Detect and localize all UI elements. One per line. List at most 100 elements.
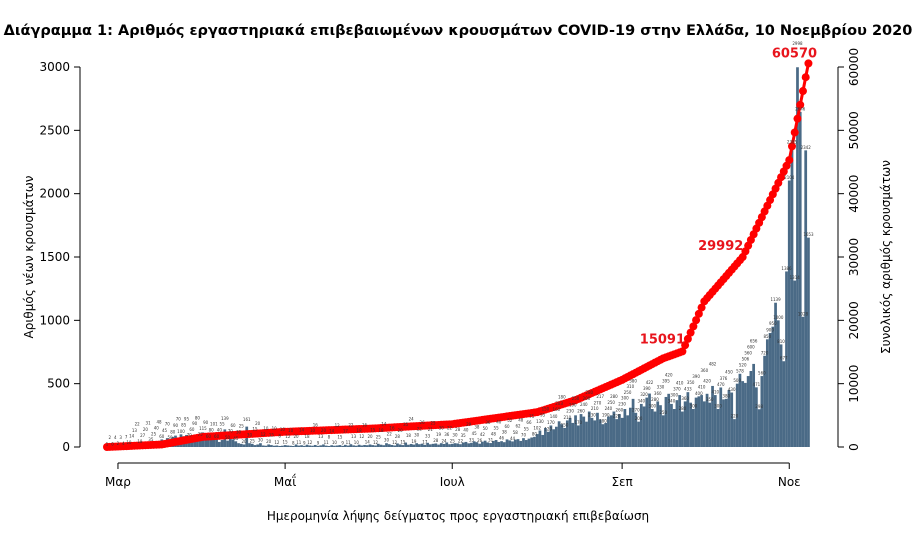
bar-value-label: 4 bbox=[122, 441, 125, 446]
bar bbox=[470, 442, 473, 447]
x-tick-label: Μαΐ bbox=[274, 474, 296, 489]
bar-value-label: 80 bbox=[170, 429, 176, 434]
bar-value-label: 14 bbox=[381, 422, 387, 427]
bar bbox=[527, 438, 531, 447]
bar-value-label: 80 bbox=[532, 431, 538, 436]
bar bbox=[787, 180, 791, 447]
bar-value-label: 656 bbox=[750, 338, 758, 343]
y-tick-label: 1000 bbox=[39, 313, 70, 327]
bar-value-label: 15 bbox=[252, 427, 258, 432]
bar-value-label: 50 bbox=[483, 426, 489, 431]
bar-value-label: 12 bbox=[307, 440, 313, 445]
bar bbox=[338, 445, 342, 447]
y2-axis-label: Συνολικός αριθμός κρουσμάτων bbox=[879, 160, 893, 354]
bar bbox=[333, 445, 336, 447]
bar bbox=[475, 442, 479, 447]
bar-value-label: 15 bbox=[269, 433, 275, 438]
bar-value-label: 28 bbox=[455, 427, 461, 432]
bar bbox=[278, 445, 281, 447]
bar bbox=[804, 150, 808, 447]
bar-value-label: 17 bbox=[422, 439, 428, 444]
bar bbox=[204, 435, 208, 447]
bar bbox=[779, 344, 783, 447]
x-tick-label: Μαρ bbox=[105, 475, 131, 489]
bar bbox=[415, 443, 418, 447]
bar bbox=[560, 424, 564, 447]
bar bbox=[382, 445, 386, 447]
bar bbox=[639, 403, 643, 447]
bar bbox=[360, 445, 364, 447]
bar-value-label: 1 bbox=[106, 441, 109, 446]
cumulative-annotation: 60570 bbox=[772, 46, 817, 61]
bar bbox=[302, 445, 306, 447]
bar bbox=[431, 443, 435, 447]
bar bbox=[491, 440, 495, 447]
y-tick-label: 500 bbox=[47, 377, 70, 391]
bar-value-label: 260 bbox=[577, 409, 585, 414]
bar-value-label: 30 bbox=[236, 430, 242, 435]
bar bbox=[253, 445, 257, 447]
bar bbox=[708, 402, 712, 447]
bar-value-label: 9 bbox=[317, 440, 320, 445]
bar bbox=[713, 395, 717, 447]
bar-value-label: 27 bbox=[140, 433, 146, 438]
bar-value-label: 8 bbox=[328, 434, 331, 439]
bar bbox=[587, 411, 591, 447]
bar-value-label: 450 bbox=[725, 370, 733, 375]
bar-value-label: 330 bbox=[657, 385, 665, 390]
bar bbox=[719, 387, 723, 447]
bar bbox=[445, 442, 449, 447]
bar-value-label: 180 bbox=[558, 395, 566, 400]
bar-value-label: 7 bbox=[125, 435, 128, 440]
bar bbox=[289, 445, 292, 447]
bar bbox=[330, 445, 334, 447]
bar bbox=[344, 444, 347, 447]
bar bbox=[757, 409, 761, 447]
bar-value-label: 9 bbox=[341, 440, 344, 445]
bar-value-label: 470 bbox=[717, 382, 725, 387]
bar bbox=[700, 395, 703, 447]
bar bbox=[582, 416, 586, 447]
bar bbox=[467, 443, 471, 447]
bar-value-label: 1653 bbox=[803, 232, 814, 237]
bar-value-label: 90 bbox=[192, 421, 198, 426]
bar-value-label: 80 bbox=[209, 427, 215, 432]
bar-value-label: 18 bbox=[406, 433, 412, 438]
bar-value-label: 140 bbox=[550, 414, 558, 419]
bar bbox=[670, 403, 673, 447]
bar-value-label: 15 bbox=[337, 435, 343, 440]
bar bbox=[749, 371, 753, 447]
bar bbox=[741, 381, 745, 447]
bar bbox=[472, 441, 476, 447]
bar-value-label: 360 bbox=[681, 396, 689, 401]
bar-value-label: 360 bbox=[700, 368, 708, 373]
bar bbox=[280, 445, 284, 447]
bar-value-label: 471 bbox=[753, 382, 761, 387]
bar-value-label: 20 bbox=[321, 428, 327, 433]
bar-value-label: 40 bbox=[217, 427, 223, 432]
bar-value-label: 21 bbox=[428, 427, 434, 432]
bar-value-label: 350 bbox=[706, 397, 714, 402]
bar-value-label: 55 bbox=[494, 426, 500, 431]
bar bbox=[322, 444, 325, 447]
bar-value-label: 17 bbox=[343, 428, 349, 433]
bar bbox=[297, 445, 301, 447]
bar bbox=[516, 439, 520, 447]
bar-value-label: 19 bbox=[411, 439, 417, 444]
bar-value-label: 298 bbox=[755, 404, 763, 409]
x-axis-label: Ημερομηνία λήψης δείγματος προς εργαστηρ… bbox=[267, 509, 649, 523]
bar-value-label: 2104 bbox=[784, 175, 795, 180]
bar bbox=[727, 390, 731, 447]
bar-value-label: 85 bbox=[181, 423, 187, 428]
y-tick-label: 2000 bbox=[39, 187, 70, 201]
bar-value-label: 380 bbox=[722, 393, 730, 398]
bar-value-label: 60 bbox=[189, 427, 195, 432]
bar bbox=[590, 417, 594, 447]
bar-value-label: 58 bbox=[513, 430, 519, 435]
bar bbox=[497, 441, 501, 447]
bar-value-label: 33 bbox=[469, 437, 475, 442]
bar bbox=[538, 430, 542, 447]
bar-value-label: 900 bbox=[766, 328, 774, 333]
bar bbox=[697, 396, 701, 447]
